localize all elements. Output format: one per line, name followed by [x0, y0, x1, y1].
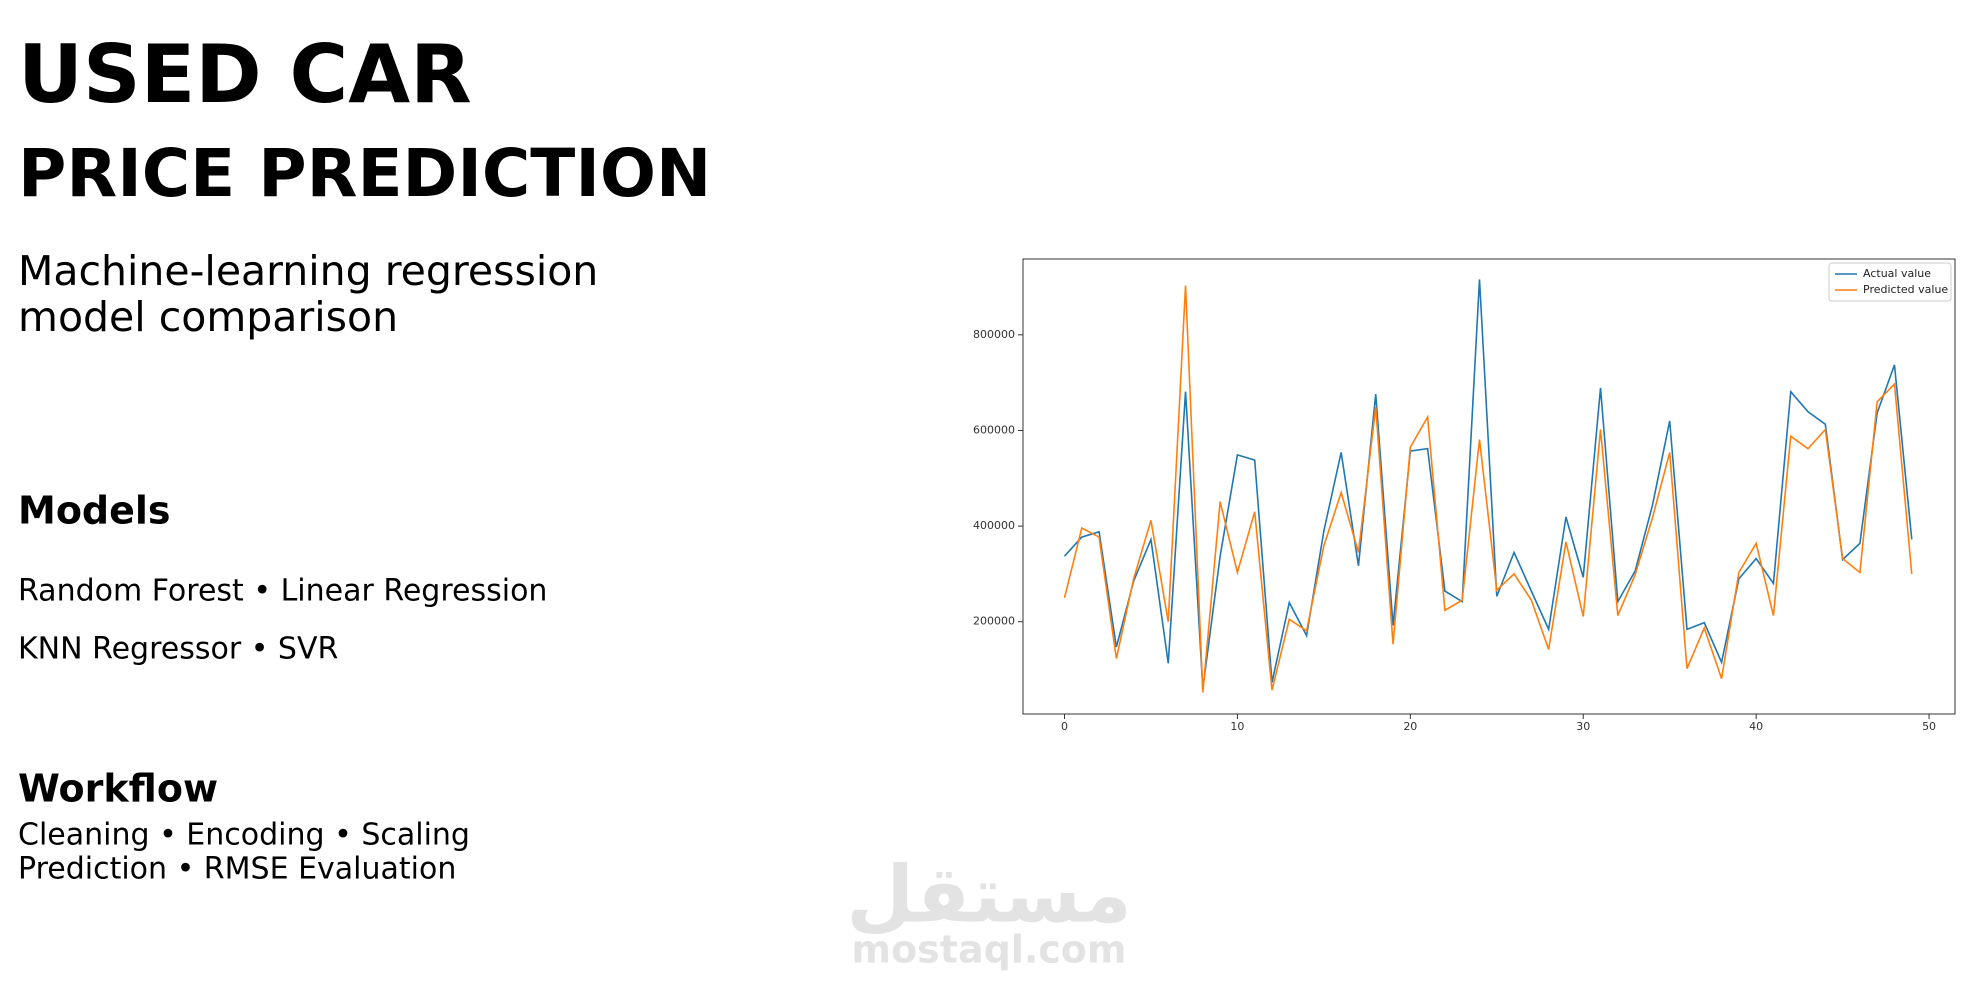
section-text: Cleaning • Encoding • Scaling	[18, 818, 470, 853]
y-tick-label: 800000	[973, 328, 1015, 341]
x-tick-label: 10	[1230, 720, 1244, 733]
watermark: مستقل	[846, 850, 1131, 940]
legend-box	[1828, 262, 1952, 302]
x-tick-label: 50	[1922, 720, 1936, 733]
x-tick-label: 40	[1749, 720, 1763, 733]
section-heading: Models	[18, 489, 171, 533]
section-text: Prediction • RMSE Evaluation	[18, 852, 456, 887]
x-tick-label: 0	[1061, 720, 1068, 733]
subtitle: Machine-learning regression	[18, 247, 598, 295]
watermark: mostaql.com	[851, 928, 1126, 972]
y-tick-label: 200000	[973, 615, 1015, 628]
title: PRICE PREDICTION	[18, 135, 711, 212]
x-tick-label: 20	[1403, 720, 1417, 733]
data-line	[1063, 285, 1913, 693]
plot-frame	[1022, 258, 1956, 715]
section-text: Random Forest • Linear Regression	[18, 574, 547, 609]
section-heading: Workflow	[18, 767, 218, 811]
y-tick-label: 400000	[973, 519, 1015, 532]
subtitle: model comparison	[18, 293, 398, 341]
section-text: KNN Regressor • SVR	[18, 632, 338, 667]
title: USED CAR	[18, 28, 472, 121]
legend-label: Predicted value	[1863, 283, 1948, 296]
x-tick-label: 30	[1576, 720, 1590, 733]
legend-label: Actual value	[1863, 267, 1931, 280]
data-line	[1063, 279, 1913, 689]
y-tick-label: 600000	[973, 423, 1015, 436]
